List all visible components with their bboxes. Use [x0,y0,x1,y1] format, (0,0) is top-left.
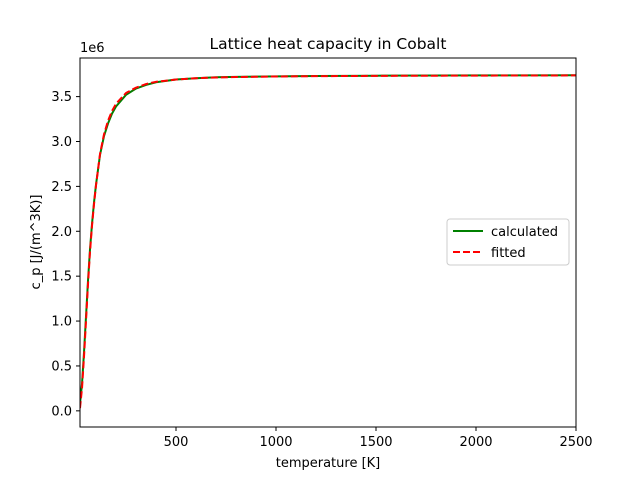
y-axis-label: c_p [J/(m^3K)] [29,195,44,290]
legend-label-fitted: fitted [491,246,526,261]
x-tick-label: 2500 [559,435,592,450]
series-lines [80,74,576,409]
x-tick-label: 1500 [359,435,392,450]
x-axis-label: temperature [K] [276,456,381,471]
y-tick-label: 2.5 [51,180,72,195]
y-tick-label: 1.5 [51,270,72,285]
y-tick-label: 1.0 [51,315,72,330]
y-tick-label: 3.5 [51,90,72,105]
x-axis-ticks: 500 1000 1500 2000 2500 [164,427,593,450]
y-tick-label: 2.0 [51,225,72,240]
plot-frame [79,57,577,428]
legend-label-calculated: calculated [491,225,558,240]
y-axis-offset-label: 1e6 [80,41,105,56]
x-tick-label: 500 [164,435,189,450]
chart-title: Lattice heat capacity in Cobalt [210,35,447,53]
y-tick-label: 0.0 [51,404,72,419]
series-line-fitted [80,74,576,409]
x-tick-label: 2000 [459,435,492,450]
y-tick-label: 3.0 [51,135,72,150]
legend: calculated fitted [446,218,570,266]
y-axis-ticks: 0.0 0.5 1.0 1.5 2.0 2.5 3.0 3.5 [51,90,80,419]
y-tick-label: 0.5 [51,359,72,374]
x-tick-label: 1000 [259,435,292,450]
